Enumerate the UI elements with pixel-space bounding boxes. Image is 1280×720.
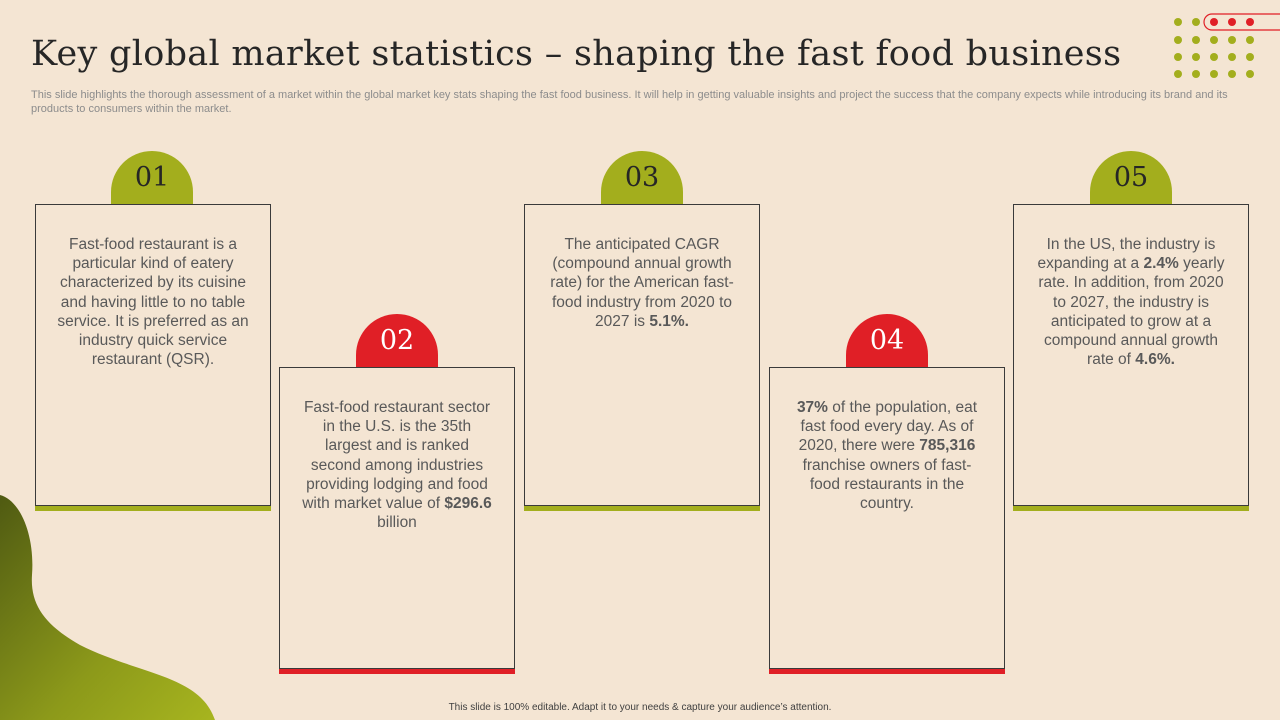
stat-card-01: Fast-food restaurant is a particular kin…	[35, 204, 271, 511]
dot-pattern-decoration	[1174, 13, 1280, 78]
stat-card-03: The anticipated CAGR (compound annual gr…	[524, 204, 760, 511]
card-accent-bar	[1013, 506, 1249, 511]
stat-card-01-text: Fast-food restaurant is a particular kin…	[57, 236, 249, 369]
stat-card-04-text: 37% of the population, eat fast food eve…	[796, 399, 978, 513]
stat-card-05-text: In the US, the industry is expanding at …	[1037, 236, 1225, 369]
card-accent-bar	[279, 669, 515, 674]
stat-card-04: 37% of the population, eat fast food eve…	[769, 367, 1005, 674]
stat-tab-05: 05	[1090, 151, 1172, 205]
page-subtitle: This slide highlights the thorough asses…	[31, 89, 1228, 115]
stat-tab-01: 01	[111, 151, 193, 205]
stat-tab-03: 03	[601, 151, 683, 205]
stat-tab-02: 02	[356, 314, 438, 368]
card-accent-bar	[524, 506, 760, 511]
stat-card-02: Fast-food restaurant sector in the U.S. …	[279, 367, 515, 674]
card-accent-bar	[769, 669, 1005, 674]
green-blob-decoration	[0, 495, 215, 720]
stat-tab-04: 04	[846, 314, 928, 368]
stat-card-05: In the US, the industry is expanding at …	[1013, 204, 1249, 511]
card-accent-bar	[35, 506, 271, 511]
footer-note: This slide is 100% editable. Adapt it to…	[448, 702, 832, 713]
stat-card-03-text: The anticipated CAGR (compound annual gr…	[550, 236, 734, 330]
page-title: Key global market statistics – shaping t…	[31, 34, 1122, 74]
stat-card-02-text: Fast-food restaurant sector in the U.S. …	[302, 399, 492, 532]
